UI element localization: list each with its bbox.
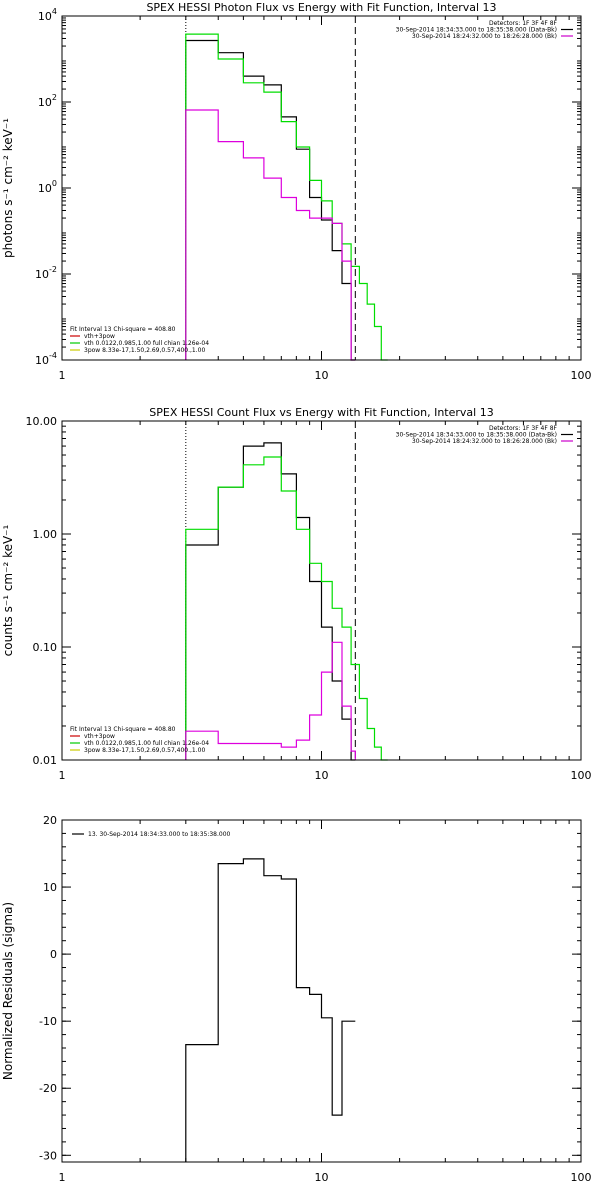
x-tick-label: 1 bbox=[59, 769, 66, 782]
chart-title: SPEX HESSI Count Flux vs Energy with Fit… bbox=[149, 406, 493, 419]
legend-entry-text: Detectors: 1F 3F 4F 8F bbox=[489, 20, 558, 27]
x-tick-label: 10 bbox=[315, 369, 329, 382]
series-line-3 bbox=[185, 109, 356, 361]
x-tick-label: 100 bbox=[571, 769, 592, 782]
x-tick-label: 10 bbox=[315, 1171, 329, 1184]
y-tick-label: -20 bbox=[39, 1082, 57, 1095]
series-line-3 bbox=[185, 641, 356, 760]
plot-frame bbox=[61, 819, 582, 1163]
y-tick-label: 0 bbox=[50, 948, 57, 961]
y-tick-label: 10-4 bbox=[35, 351, 57, 367]
y-tick-label: 1.00 bbox=[33, 528, 58, 541]
legend-entry-text: 30-Sep-2014 18:24:32.000 to 18:26:28.000… bbox=[412, 438, 557, 445]
legend-entry-text: 30-Sep-2014 18:24:32.000 to 18:26:28.000… bbox=[412, 33, 557, 40]
y-axis-label: counts s⁻¹ cm⁻² keV⁻¹ bbox=[1, 524, 15, 656]
y-axis-label: photons s⁻¹ cm⁻² keV⁻¹ bbox=[1, 118, 15, 258]
x-tick-label: 1 bbox=[59, 1171, 66, 1184]
x-tick-label: 1 bbox=[59, 369, 66, 382]
legend-entry-text: Detectors: 1F 3F 4F 8F bbox=[489, 425, 558, 432]
y-tick-label: 100 bbox=[38, 179, 57, 195]
y-tick-label: 20 bbox=[43, 814, 57, 827]
chart-title: SPEX HESSI Photon Flux vs Energy with Fi… bbox=[146, 1, 496, 14]
legend-entry-text: vth+3pow bbox=[84, 733, 115, 740]
y-tick-label: 10-2 bbox=[35, 265, 57, 281]
legend-entry-text: vth 0.0122,0.985,1.00 full chian 1.26e-0… bbox=[84, 340, 209, 347]
y-tick-label: 0.10 bbox=[33, 641, 58, 654]
plot-frame bbox=[61, 420, 582, 761]
legend-entry-text: Fit Interval 13 Chi-square = 408.80 bbox=[70, 726, 176, 733]
chart-panel-1: SPEX HESSI Photon Flux vs Energy with Fi… bbox=[1, 1, 592, 382]
chart-panel-2: SPEX HESSI Count Flux vs Energy with Fit… bbox=[1, 406, 592, 782]
legend-entry-text: vth+3pow bbox=[84, 333, 115, 340]
y-tick-label: -10 bbox=[39, 1015, 57, 1028]
series-line-2 bbox=[185, 456, 388, 761]
y-tick-label: 0.01 bbox=[33, 754, 58, 767]
y-tick-label: 10 bbox=[43, 881, 57, 894]
y-tick-label: -30 bbox=[39, 1149, 57, 1162]
legend-entry-text: 13. 30-Sep-2014 18:34:33.000 to 18:35:38… bbox=[88, 831, 231, 838]
legend-entry-text: 30-Sep-2014 18:34:33.000 to 18:35:38.000… bbox=[396, 432, 557, 439]
plot-frame bbox=[61, 15, 582, 361]
chart-panel-3: Normalized Residuals (sigma)1 10 100-30-20… bbox=[1, 814, 592, 1184]
legend-entry-text: 3pow 8.33e-17,1.50,2.69,0.57,400.,1.00 bbox=[84, 347, 205, 354]
y-tick-label: 104 bbox=[38, 7, 57, 23]
x-tick-label: 100 bbox=[571, 369, 592, 382]
series-line-1 bbox=[185, 858, 356, 1162]
y-tick-label: 102 bbox=[38, 93, 57, 109]
y-tick-label: 10.00 bbox=[26, 415, 58, 428]
legend-entry-text: vth 0.0122,0.985,1.00 full chian 1.26e-0… bbox=[84, 740, 209, 747]
x-tick-label: 10 bbox=[315, 769, 329, 782]
legend-entry-text: Fit Interval 13 Chi-square = 408.80 bbox=[70, 326, 176, 333]
y-axis-label: Normalized Residuals (sigma) bbox=[1, 902, 15, 1080]
series-line-2 bbox=[185, 33, 388, 361]
legend-entry-text: 3pow 8.33e-17,1.50,2.69,0.57,400.,1.00 bbox=[84, 747, 205, 754]
x-tick-label: 100 bbox=[571, 1171, 592, 1184]
legend-entry-text: 30-Sep-2014 18:34:33.000 to 18:35:38.000… bbox=[396, 27, 557, 34]
